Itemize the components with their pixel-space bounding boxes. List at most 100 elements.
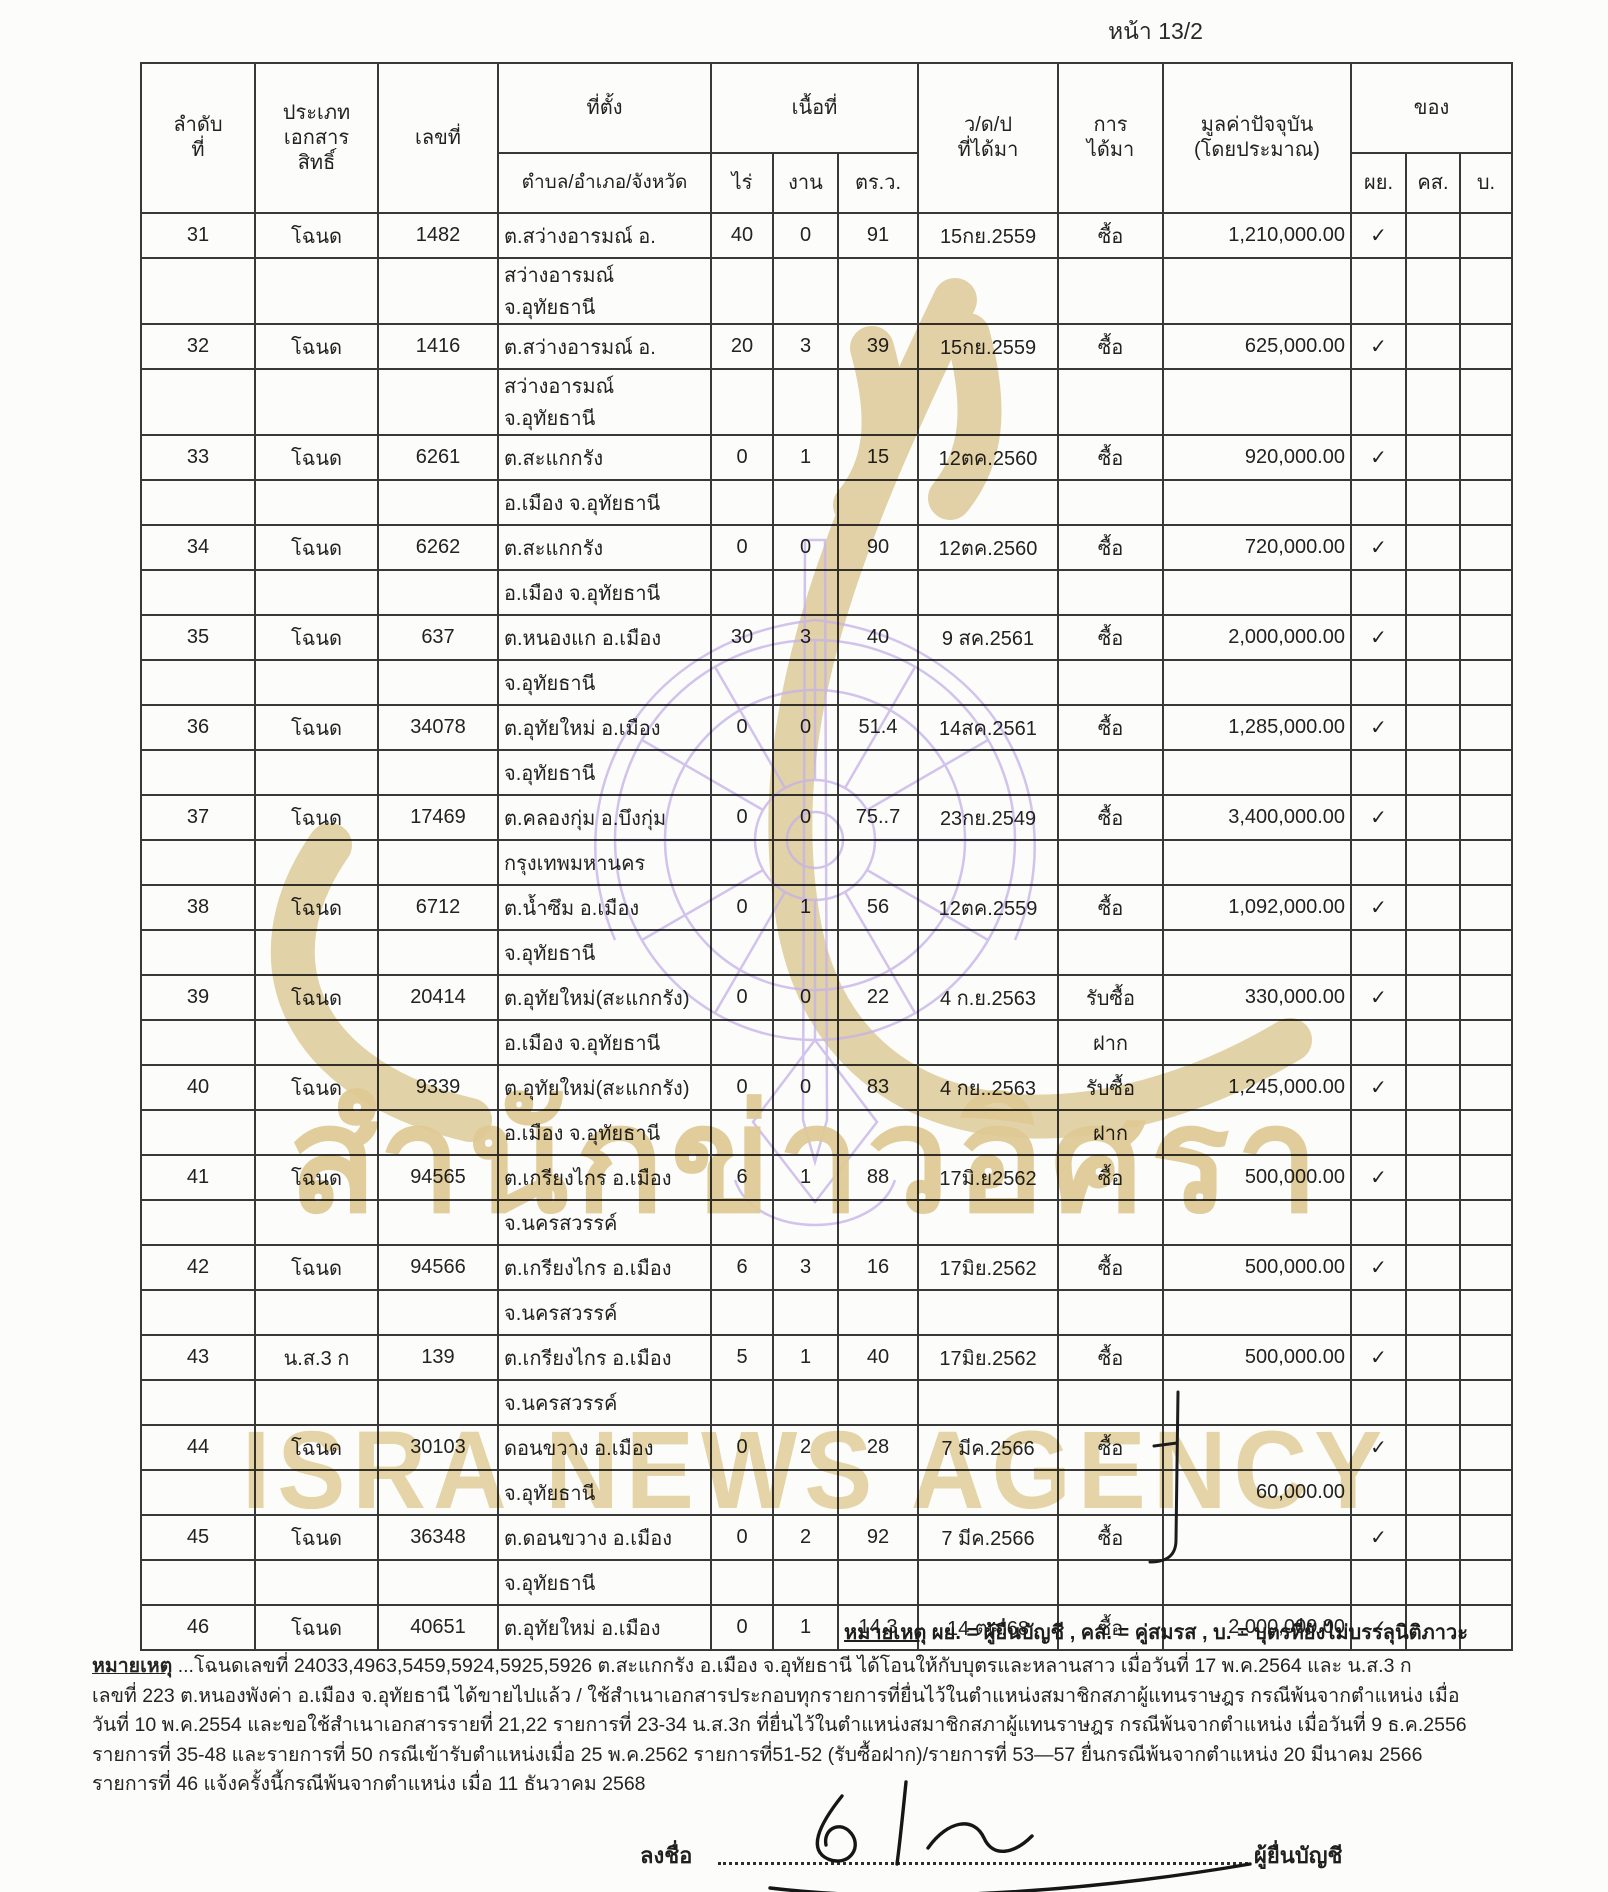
cell-acquisition-line2 <box>1057 569 1164 616</box>
cell-date-acquired: 17มิ.ย2562 <box>917 1154 1059 1201</box>
cell-empty <box>772 1199 839 1246</box>
cell-doc-type: โฉนด <box>254 974 379 1021</box>
cell-empty <box>1405 1199 1461 1246</box>
cell-acquisition-line2: ฝาก <box>1057 1019 1164 1066</box>
cell-date-acquired: 9 สค.2561 <box>917 614 1059 661</box>
cell-empty <box>377 839 499 886</box>
cell-check-child <box>1459 1244 1513 1291</box>
cell-ngan: 1 <box>772 1604 839 1651</box>
cell-empty <box>837 1019 919 1066</box>
cell-empty <box>1459 1019 1513 1066</box>
cell-location-line2: อ.เมือง จ.อุทัยธานี <box>497 1019 712 1066</box>
cell-empty <box>140 749 256 796</box>
cell-empty <box>917 1559 1059 1606</box>
cell-number: 1482 <box>377 212 499 259</box>
table-row-continuation: กรุงเทพมหานคร <box>140 839 1513 886</box>
cell-sq-wah: 75..7 <box>837 794 919 841</box>
remark-text: ...โฉนดเลขที่ 24033,4963,5459,5924,5925,… <box>172 1655 1412 1677</box>
cell-no: 31 <box>140 212 256 259</box>
cell-empty <box>377 257 499 325</box>
cell-ngan: 3 <box>772 614 839 661</box>
cell-location-line2: จ.อุทัยธานี <box>497 659 712 706</box>
cell-value: 2,000,000.00 <box>1162 614 1352 661</box>
cell-empty <box>917 368 1059 436</box>
cell-check-spouse <box>1405 1064 1461 1111</box>
remarks-block: หมายเหตุ ...โฉนดเลขที่ 24033,4963,5459,5… <box>92 1652 1544 1800</box>
cell-acquisition-line2: ฝาก <box>1057 1109 1164 1156</box>
header-location-sub: ตำบล/อำเภอ/จังหวัด <box>497 152 712 214</box>
cell-empty <box>772 1559 839 1606</box>
cell-sq-wah: 15 <box>837 434 919 481</box>
cell-empty <box>1350 1109 1407 1156</box>
cell-date-acquired: 7 มีค.2566 <box>917 1424 1059 1471</box>
cell-empty <box>140 1379 256 1426</box>
cell-value: 1,092,000.00 <box>1162 884 1352 931</box>
cell-acquisition: ซื้อ <box>1057 614 1164 661</box>
cell-check-child <box>1459 974 1513 1021</box>
cell-empty <box>772 1289 839 1336</box>
cell-empty <box>254 1019 379 1066</box>
cell-date-acquired: 17มิย.2562 <box>917 1244 1059 1291</box>
cell-empty <box>1459 929 1513 976</box>
cell-no: 34 <box>140 524 256 571</box>
cell-empty <box>710 1289 774 1336</box>
cell-empty <box>377 1559 499 1606</box>
cell-empty <box>710 659 774 706</box>
cell-ngan: 1 <box>772 434 839 481</box>
cell-no: 37 <box>140 794 256 841</box>
cell-location-line2: อ.เมือง จ.อุทัยธานี <box>497 1109 712 1156</box>
cell-empty <box>1459 368 1513 436</box>
cell-empty <box>140 659 256 706</box>
cell-acquisition: ซื้อ <box>1057 323 1164 370</box>
cell-sq-wah: 88 <box>837 1154 919 1201</box>
cell-empty <box>1405 479 1461 526</box>
cell-sq-wah: 39 <box>837 323 919 370</box>
cell-acquisition-line2 <box>1057 368 1164 436</box>
cell-acquisition-line2 <box>1057 1199 1164 1246</box>
cell-check-spouse <box>1405 704 1461 751</box>
cell-check-child <box>1459 212 1513 259</box>
table-row: 46 โฉนด 40651 ต.อุทัยใหม่ อ.เมือง 0 1 14… <box>140 1604 1513 1651</box>
cell-empty <box>254 1559 379 1606</box>
cell-empty <box>917 929 1059 976</box>
cell-empty <box>1459 1289 1513 1336</box>
cell-location-line2: จ.อุทัยธานี <box>497 929 712 976</box>
cell-location-line2: สว่างอารมณ์ จ.อุทัยธานี <box>497 257 712 325</box>
cell-empty <box>1405 839 1461 886</box>
cell-ngan: 0 <box>772 1064 839 1111</box>
cell-doc-type: โฉนด <box>254 1154 379 1201</box>
cell-check-filer: ✓ <box>1350 1604 1407 1651</box>
cell-empty <box>254 569 379 616</box>
header-owner-spouse: คส. <box>1405 152 1461 214</box>
cell-empty <box>254 929 379 976</box>
cell-empty <box>1459 1559 1513 1606</box>
cell-date-acquired: 17มิย.2562 <box>917 1334 1059 1381</box>
cell-acquisition-line2 <box>1057 479 1164 526</box>
cell-location-line2: อ.เมือง จ.อุทัยธานี <box>497 569 712 616</box>
cell-location-line2: สว่างอารมณ์ จ.อุทัยธานี <box>497 368 712 436</box>
cell-rai: 0 <box>710 1064 774 1111</box>
cell-empty <box>917 659 1059 706</box>
cell-empty <box>377 569 499 616</box>
cell-doc-type: โฉนด <box>254 1424 379 1471</box>
cell-doc-type: โฉนด <box>254 884 379 931</box>
cell-empty <box>837 1109 919 1156</box>
cell-empty <box>254 659 379 706</box>
cell-empty <box>140 257 256 325</box>
cell-location: ต.คลองกุ่ม อ.บึงกุ่ม <box>497 794 712 841</box>
cell-acquisition-line2 <box>1057 659 1164 706</box>
cell-check-child <box>1459 614 1513 661</box>
cell-empty <box>377 368 499 436</box>
cell-value <box>1162 1514 1352 1561</box>
cell-empty <box>254 1379 379 1426</box>
cell-check-filer: ✓ <box>1350 524 1407 571</box>
cell-empty <box>1459 659 1513 706</box>
cell-number: 6262 <box>377 524 499 571</box>
cell-doc-type: โฉนด <box>254 1064 379 1111</box>
cell-empty <box>837 749 919 796</box>
header-number: เลขที่ <box>377 62 499 214</box>
cell-sq-wah: 92 <box>837 1514 919 1561</box>
cell-check-child <box>1459 794 1513 841</box>
cell-acquisition-line2 <box>1057 929 1164 976</box>
cell-check-child <box>1459 323 1513 370</box>
